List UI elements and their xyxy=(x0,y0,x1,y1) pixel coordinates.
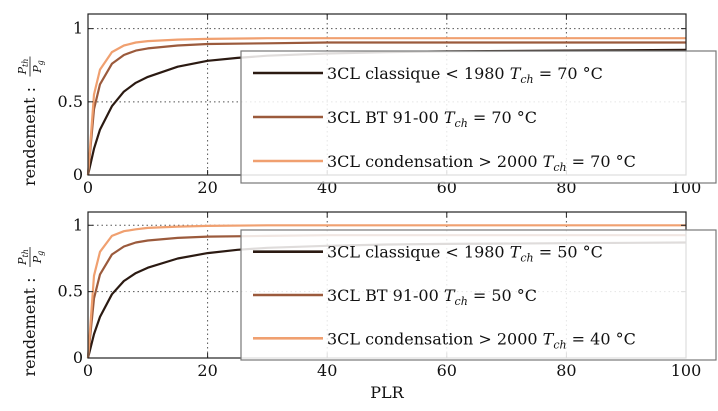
x-tick-label: 100 xyxy=(671,361,702,380)
x-tick-label: 40 xyxy=(317,361,337,380)
legend-label-value: = 70 °C xyxy=(468,108,537,127)
legend-label-subscript: ch xyxy=(520,73,533,86)
legend-label-text: 3CL condensation > 2000 xyxy=(327,329,543,348)
series-line-3 xyxy=(86,224,686,359)
legend-label-1: 3CL classique < 1980 Tch = 70 °C xyxy=(327,64,603,86)
legend-label-subscript: ch xyxy=(553,161,566,174)
denominator-symbol: P xyxy=(31,255,44,264)
legend-label-2: 3CL BT 91-00 Tch = 70 °C xyxy=(327,108,537,130)
y-tick-label: 0 xyxy=(73,165,83,184)
x-tick-label: 80 xyxy=(556,361,576,380)
y-tick-label: 0 xyxy=(73,348,83,367)
x-axis-label: PLR xyxy=(370,383,404,402)
legend-label-variable: T xyxy=(543,152,555,171)
x-tick-label: 20 xyxy=(197,178,217,197)
denominator-subscript: g xyxy=(36,251,45,256)
legend-label-value: = 70 °C xyxy=(534,64,603,83)
y-tick-label: 0.5 xyxy=(58,282,83,301)
y-axis-label-denominator: Pg xyxy=(31,251,45,265)
legend-label-subscript: ch xyxy=(553,338,566,351)
legend-label-value: = 50 °C xyxy=(534,243,603,262)
legend-label-1: 3CL classique < 1980 Tch = 50 °C xyxy=(327,243,603,265)
legend-label-value: = 40 °C xyxy=(567,329,636,348)
legend-label-text: 3CL BT 91-00 xyxy=(327,108,444,127)
legend-label-value: = 50 °C xyxy=(468,286,537,305)
y-tick-label: 0.5 xyxy=(58,92,83,111)
legend-label-text: 3CL classique < 1980 xyxy=(327,243,510,262)
numerator-symbol: P xyxy=(16,257,29,266)
legend-label-value: = 70 °C xyxy=(567,152,636,171)
denominator-symbol: P xyxy=(31,65,44,74)
legend-label-subscript: ch xyxy=(455,295,468,308)
legend-label-subscript: ch xyxy=(455,117,468,130)
legend-label-2: 3CL BT 91-00 Tch = 50 °C xyxy=(327,286,537,308)
y-axis-label-numerator: Pth xyxy=(16,59,30,76)
legend-label-subscript: ch xyxy=(520,252,533,265)
legend-label-variable: T xyxy=(543,329,555,348)
y-tick-label: 1 xyxy=(73,19,83,38)
x-tick-label: 20 xyxy=(197,361,217,380)
legend-label-variable: T xyxy=(510,243,522,262)
y-axis-label-denominator: Pg xyxy=(31,60,45,74)
y-axis-label-numerator: Pth xyxy=(16,249,30,266)
y-axis-label-text: rendement : xyxy=(20,278,39,377)
legend-label-3: 3CL condensation > 2000 Tch = 70 °C xyxy=(327,152,636,174)
legend-label-text: 3CL BT 91-00 xyxy=(327,286,444,305)
series-line-3 xyxy=(86,37,686,176)
x-tick-label: 0 xyxy=(83,361,93,380)
legend-label-variable: T xyxy=(444,108,456,127)
legend-label-text: 3CL classique < 1980 xyxy=(327,64,510,83)
denominator-subscript: g xyxy=(36,60,45,65)
legend-label-text: 3CL condensation > 2000 xyxy=(327,152,543,171)
numerator-subscript: th xyxy=(21,59,30,67)
y-axis-label-text: rendement : xyxy=(20,87,39,186)
legend-label-variable: T xyxy=(444,286,456,305)
x-tick-label: 60 xyxy=(437,361,457,380)
numerator-symbol: P xyxy=(16,66,29,75)
legend-label-3: 3CL condensation > 2000 Tch = 40 °C xyxy=(327,329,636,351)
y-tick-label: 1 xyxy=(73,215,83,234)
legend-label-variable: T xyxy=(510,64,522,83)
numerator-subscript: th xyxy=(21,249,30,257)
x-tick-label: 0 xyxy=(83,178,93,197)
series-line-2 xyxy=(86,41,686,176)
